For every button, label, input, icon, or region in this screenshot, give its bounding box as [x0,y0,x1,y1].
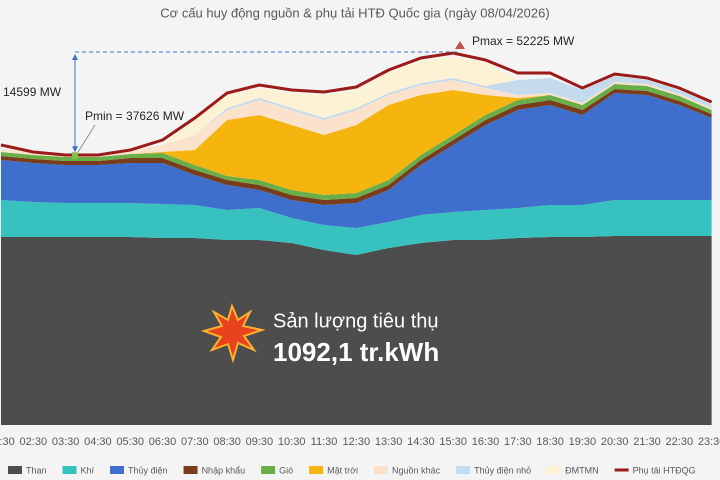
pmin-marker [72,152,78,160]
legend-swatch [183,466,198,474]
x-tick-label: 10:30 [278,436,306,448]
area [1,200,712,255]
legend-label: Thủy điện nhỏ [474,465,531,475]
x-tick-label: 05:30 [116,436,144,448]
area [1,93,712,228]
x-tick-label: 22:30 [666,436,694,448]
x-tick-label: 01:30 [0,436,15,448]
x-tick-label: 15:30 [439,436,467,448]
x-tick-label: 11:30 [311,436,338,448]
legend-label: Phụ tải HTĐQG [633,465,696,475]
x-tick-label: 08:30 [213,436,241,448]
legend-swatch [309,466,324,474]
legend-label: Khí [81,465,95,475]
pmin-leader [77,124,96,153]
legend-label: Mặt trời [327,465,358,475]
arrow-head [72,146,78,153]
annotation-range: 14599 MW [3,85,62,99]
x-tick-label: 12:30 [343,436,371,448]
legend-swatch [110,466,125,474]
pmax-marker [455,40,465,49]
legend-swatch [456,466,471,474]
x-tick-label: 18:30 [536,436,564,448]
center-label-title: Sản lượng tiêu thụ [273,310,439,332]
legend-label: Than [26,465,47,475]
arrow-head [72,53,78,60]
x-tick-label: 17:30 [504,436,532,448]
x-tick-label: 21:30 [633,436,661,448]
legend-swatch [547,466,562,474]
x-tick-label: 19:30 [569,436,597,448]
legend-label: Nhập khẩu [202,465,246,475]
legend-swatch [261,466,276,474]
area [1,236,712,425]
burst-icon [200,303,266,364]
x-tick-label: 07:30 [181,436,209,448]
x-tick-label: 02:30 [20,436,48,448]
legend-label: ĐMTMN [565,465,599,475]
area [1,57,712,154]
annotation-pmin: Pmin = 37626 MW [85,109,185,123]
legend-swatch [62,466,77,474]
legend-label: Nguồn khác [392,465,441,475]
area [1,84,712,195]
legend-label: Gió [279,465,293,475]
legend-label: Thủy điện [128,465,168,475]
x-axis-band [0,425,720,480]
x-tick-label: 23:30 [698,436,720,448]
x-tick-label: 09:30 [246,436,274,448]
x-tick-label: 14:30 [407,436,435,448]
area [1,80,712,157]
center-label-value: 1092,1 tr.kWh [273,337,439,367]
legend-swatch [8,466,22,474]
chart-title: Cơ cấu huy động nguồn & phụ tải HTĐ Quốc… [160,5,549,20]
line [0,51,713,157]
legend-swatch [374,466,389,474]
annotation-pmax: Pmax = 52225 MW [472,34,575,48]
x-tick-label: 03:30 [52,436,80,448]
x-tick-label: 20:30 [601,436,629,448]
x-tick-label: 06:30 [149,436,177,448]
x-tick-label: 13:30 [375,436,403,448]
x-tick-label: 04:30 [84,436,112,448]
x-tick-label: 16:30 [472,436,500,448]
plot [0,51,713,425]
